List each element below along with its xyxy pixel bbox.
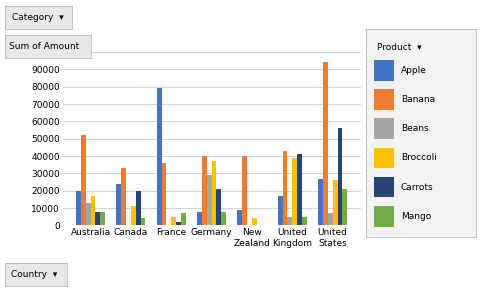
- Bar: [332, 180, 337, 225]
- Bar: [292, 158, 297, 225]
- Text: Broccoli: Broccoli: [400, 153, 436, 162]
- Bar: [140, 218, 145, 225]
- Text: Banana: Banana: [400, 95, 434, 104]
- Bar: [197, 212, 202, 225]
- Text: Product  ▾: Product ▾: [376, 43, 420, 53]
- Bar: [76, 191, 81, 225]
- FancyBboxPatch shape: [373, 118, 394, 139]
- Bar: [242, 156, 247, 225]
- Text: Apple: Apple: [400, 66, 426, 75]
- FancyBboxPatch shape: [373, 60, 394, 81]
- Bar: [252, 218, 256, 225]
- Bar: [171, 217, 176, 225]
- Bar: [156, 88, 161, 225]
- Bar: [322, 62, 327, 225]
- Bar: [90, 196, 95, 225]
- Bar: [116, 184, 121, 225]
- Text: Carrots: Carrots: [400, 183, 432, 192]
- Bar: [180, 213, 185, 225]
- Bar: [202, 156, 206, 225]
- Bar: [206, 175, 211, 225]
- FancyBboxPatch shape: [373, 177, 394, 197]
- Bar: [237, 210, 242, 225]
- Bar: [327, 213, 332, 225]
- Bar: [135, 191, 140, 225]
- Bar: [216, 189, 221, 225]
- Text: Category  ▾: Category ▾: [12, 13, 63, 22]
- Bar: [342, 189, 347, 225]
- Bar: [301, 217, 306, 225]
- Bar: [85, 203, 90, 225]
- Bar: [81, 135, 85, 225]
- Text: Sum of Amount: Sum of Amount: [9, 42, 79, 51]
- Bar: [277, 196, 282, 225]
- Bar: [317, 179, 322, 225]
- FancyBboxPatch shape: [373, 206, 394, 227]
- Bar: [282, 151, 287, 225]
- Bar: [287, 217, 292, 225]
- Bar: [100, 212, 105, 225]
- Bar: [297, 154, 301, 225]
- Text: Mango: Mango: [400, 212, 430, 221]
- Bar: [131, 206, 135, 225]
- Bar: [121, 168, 126, 225]
- Bar: [176, 222, 180, 225]
- Text: Beans: Beans: [400, 124, 428, 133]
- FancyBboxPatch shape: [373, 147, 394, 168]
- Bar: [95, 212, 100, 225]
- Bar: [221, 212, 226, 225]
- Bar: [161, 163, 166, 225]
- Bar: [211, 161, 216, 225]
- Text: Country  ▾: Country ▾: [11, 270, 57, 279]
- Bar: [337, 128, 342, 225]
- FancyBboxPatch shape: [373, 89, 394, 110]
